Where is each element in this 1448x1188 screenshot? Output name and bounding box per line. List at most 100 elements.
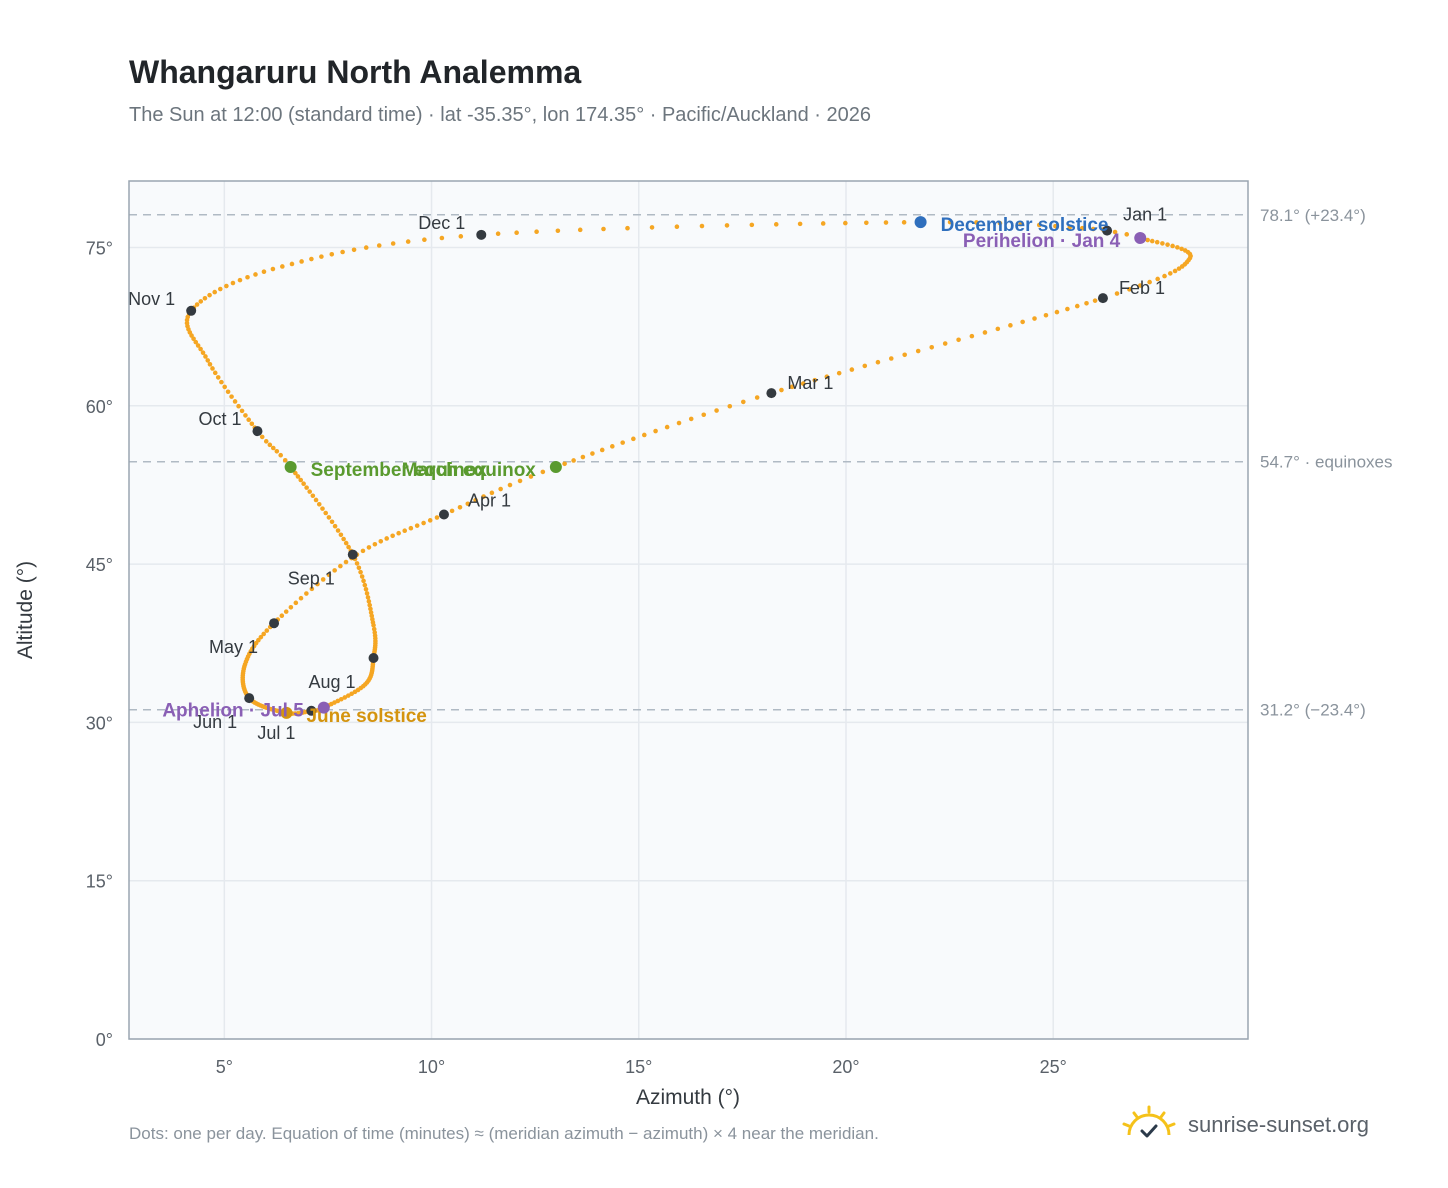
day-dot [902, 352, 907, 358]
day-dot [193, 339, 199, 345]
day-dot [372, 630, 378, 635]
day-dot [225, 389, 231, 395]
brand-logo[interactable]: sunrise-sunset.org [1120, 1100, 1369, 1150]
day-dot [313, 497, 319, 503]
day-dot [361, 578, 366, 584]
y-tick-label: 60° [86, 397, 113, 417]
day-dot [326, 572, 332, 578]
day-dot [1155, 276, 1160, 282]
day-dot [280, 264, 285, 269]
day-dot [1167, 271, 1173, 276]
day-dot [230, 280, 236, 286]
month-marker [306, 705, 317, 716]
day-dot [369, 613, 375, 619]
day-dot [332, 523, 338, 529]
day-dot [232, 399, 238, 404]
day-dot [319, 254, 324, 259]
day-dot [414, 523, 420, 528]
day-dot [457, 505, 463, 510]
day-dot [293, 600, 299, 606]
x-tick-label: 5° [216, 1057, 233, 1077]
day-dot [335, 528, 341, 533]
reference-line-label: 31.2° (−23.4°) [1260, 701, 1366, 720]
day-dot [555, 228, 561, 234]
month-marker [368, 653, 379, 664]
day-dot [274, 448, 280, 454]
day-dot [465, 501, 471, 507]
day-dot [1053, 223, 1058, 229]
day-dot [356, 565, 362, 571]
month-label: Mar 1 [787, 373, 833, 393]
day-dot [364, 591, 370, 596]
day-dot [229, 394, 234, 399]
day-dot [343, 559, 349, 565]
day-dot [724, 223, 730, 228]
day-dot [498, 486, 503, 492]
day-dot [342, 695, 348, 700]
month-label: Dec 1 [418, 213, 465, 233]
day-dot [1008, 323, 1013, 328]
x-axis-ticks: 5° 10° 15° 20° 25° [216, 1057, 1067, 1077]
day-dot [1179, 246, 1184, 252]
day-dot [929, 344, 935, 350]
day-dot [298, 595, 304, 601]
day-dot [295, 474, 301, 479]
day-dot [1067, 224, 1073, 230]
day-dot [982, 330, 988, 335]
x-tick-label: 15° [625, 1057, 652, 1077]
day-dot [674, 224, 680, 230]
day-dot [590, 451, 595, 456]
day-dot [688, 416, 694, 422]
day-dot [875, 359, 881, 365]
day-dot [345, 693, 351, 698]
day-dot [888, 356, 894, 361]
day-dot [359, 574, 365, 579]
day-dot [288, 605, 294, 610]
day-dot [773, 222, 779, 227]
day-dot [580, 454, 586, 460]
day-dot [405, 239, 411, 244]
day-dot [481, 494, 486, 499]
day-dot [862, 363, 868, 369]
day-dot [207, 292, 212, 298]
day-dot [408, 525, 414, 531]
reference-line-label: 78.1° (+23.4°) [1260, 206, 1366, 225]
day-dot [458, 234, 464, 239]
month-marker [252, 426, 263, 437]
day-dot [997, 220, 1003, 226]
day-dot [631, 436, 636, 442]
day-dot [699, 223, 705, 229]
day-dot [995, 326, 1001, 332]
day-dot [1149, 238, 1155, 244]
day-dot [195, 343, 201, 348]
day-dot [253, 272, 258, 277]
day-dot [571, 458, 576, 463]
day-dot [212, 289, 218, 295]
day-dot [343, 540, 349, 546]
y-tick-label: 45° [86, 555, 113, 575]
day-dot [239, 408, 245, 414]
day-dot [1092, 298, 1098, 303]
day-dot [245, 274, 250, 280]
day-dot [299, 259, 304, 264]
day-dot [664, 424, 670, 430]
day-dot [366, 599, 372, 604]
day-dot [283, 609, 289, 614]
day-dot [372, 541, 378, 547]
month-label: Nov 1 [128, 289, 175, 309]
day-dot [599, 447, 605, 453]
day-dot [360, 548, 366, 554]
day-dot [222, 384, 227, 390]
day-dot [577, 227, 583, 233]
day-dot [956, 337, 961, 343]
day-dot [358, 569, 363, 575]
day-dot [779, 387, 784, 393]
page-title: Whangaruru North Analemma [129, 54, 582, 90]
day-dot [754, 395, 760, 400]
day-dot [264, 628, 270, 633]
day-dot [390, 533, 395, 539]
x-tick-label: 10° [418, 1057, 445, 1077]
brand-name[interactable]: sunrise-sunset.org [1188, 1112, 1369, 1137]
day-dot [338, 696, 344, 702]
day-dot [259, 434, 265, 440]
